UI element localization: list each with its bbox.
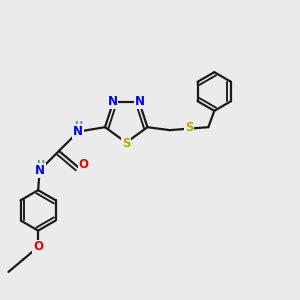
Text: O: O	[79, 158, 88, 171]
Text: N: N	[107, 95, 118, 108]
Text: H: H	[74, 121, 83, 131]
Text: N: N	[135, 95, 145, 108]
Text: S: S	[122, 137, 130, 150]
Text: N: N	[73, 125, 83, 138]
Text: N: N	[34, 164, 45, 177]
Text: S: S	[185, 121, 193, 134]
Text: O: O	[33, 240, 43, 254]
Text: H: H	[36, 160, 44, 170]
